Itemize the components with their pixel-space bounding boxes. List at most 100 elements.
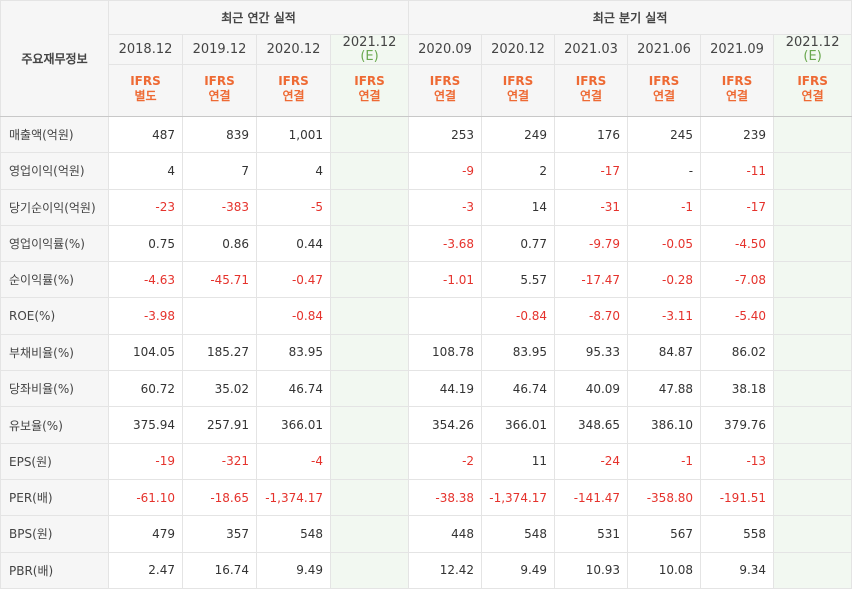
row-label: 당좌비율(%) — [0, 370, 109, 408]
period-header: 2021.09 — [700, 34, 775, 65]
value-cell: -191.51 — [700, 478, 775, 517]
value-cell: -17 — [700, 188, 775, 226]
value-cell: 47.88 — [627, 370, 702, 408]
estimate-value-cell — [329, 406, 410, 444]
value-cell: -24 — [554, 442, 629, 480]
table-row: BPS(원) 479 357 548 448 548 531 567 558 — [0, 515, 852, 553]
estimate-mark: (E) — [803, 48, 822, 64]
value-cell: -1.01 — [408, 261, 483, 299]
standard-name: IFRS — [502, 74, 534, 88]
value-cell: 11 — [481, 442, 556, 480]
estimate-value-cell — [773, 224, 852, 263]
row-label: 영업이익(억원) — [0, 152, 109, 190]
estimate-value-cell — [773, 261, 852, 299]
estimate-value-cell — [773, 515, 852, 553]
value-cell: 567 — [627, 515, 702, 553]
value-cell: 375.94 — [108, 406, 183, 444]
standard-name: IFRS — [429, 74, 461, 88]
period-header: 2020.09 — [408, 34, 483, 65]
period-header: 2018.12 — [108, 34, 183, 65]
standard-name: IFRS — [648, 74, 680, 88]
accounting-standard-cell: IFRS 연결 — [256, 64, 331, 117]
value-cell: 16.74 — [182, 551, 257, 589]
value-cell: 84.87 — [627, 333, 702, 372]
value-cell: 357 — [182, 515, 257, 553]
value-cell: 2 — [481, 152, 556, 190]
table-row: 영업이익(억원) 4 7 4 -9 2 -17- -11 — [0, 152, 852, 190]
standard-name: IFRS — [204, 74, 235, 88]
value-cell: 354.26 — [408, 406, 483, 444]
value-cell: 44.19 — [408, 370, 483, 408]
value-cell: 9.49 — [256, 551, 331, 589]
value-cell: -3.98 — [108, 297, 183, 335]
estimate-value-cell — [773, 551, 852, 589]
value-cell: 4 — [108, 152, 183, 190]
value-cell: 10.08 — [627, 551, 702, 589]
value-cell: - — [627, 152, 702, 190]
value-cell: 386.10 — [627, 406, 702, 444]
value-cell: -1 — [627, 188, 702, 226]
estimate-mark: (E) — [360, 48, 379, 64]
accounting-standard-cell: IFRS 연결 — [182, 64, 257, 117]
estimate-value-cell — [329, 297, 410, 335]
value-cell: 839 — [182, 115, 257, 154]
value-cell: -4 — [256, 442, 331, 480]
estimate-value-cell — [329, 261, 410, 299]
row-label: BPS(원) — [0, 515, 109, 553]
consolidation-type: 연결 — [358, 89, 381, 103]
table-row: 영업이익률(%) 0.75 0.86 0.44 -3.68 0.77 -9.79 -0.05-… — [0, 224, 852, 263]
value-cell: -5.40 — [700, 297, 775, 335]
estimate-value-cell — [773, 333, 852, 372]
estimate-value-cell — [329, 442, 410, 480]
value-cell: 5.57 — [481, 261, 556, 299]
consolidation-type: 연결 — [208, 89, 231, 103]
table-row: 유보율(%) 375.94 257.91 366.01 354.26 366.01 348.… — [0, 406, 852, 444]
value-cell: -9 — [408, 152, 483, 190]
estimate-value-cell — [773, 370, 852, 408]
row-label: 유보율(%) — [0, 406, 109, 444]
standard-name: IFRS — [130, 74, 161, 88]
value-cell: 1,001 — [256, 115, 331, 154]
value-cell: -383 — [182, 188, 257, 226]
value-cell: 176 — [554, 115, 629, 154]
value-cell: 83.95 — [481, 333, 556, 372]
quarterly-group-title: 최근 분기 실적 — [408, 0, 852, 35]
consolidation-type: 연결 — [434, 89, 457, 103]
value-cell: -38.38 — [408, 478, 483, 517]
accounting-standard-cell: IFRS 연결 — [329, 64, 410, 117]
value-cell: -0.05 — [627, 224, 702, 263]
value-cell: -4.63 — [108, 261, 183, 299]
value-cell: 9.34 — [700, 551, 775, 589]
row-label: 부채비율(%) — [0, 333, 109, 372]
period-header: 2020.12 — [481, 34, 556, 65]
row-label: PER(배) — [0, 478, 109, 517]
value-cell: 86.02 — [700, 333, 775, 372]
value-cell: -141.47 — [554, 478, 629, 517]
value-cell: -61.10 — [108, 478, 183, 517]
value-cell: 104.05 — [108, 333, 183, 372]
estimate-period-header: 2021.12 (E) — [773, 34, 852, 65]
value-cell: 46.74 — [481, 370, 556, 408]
value-cell: 38.18 — [700, 370, 775, 408]
value-cell — [408, 297, 483, 335]
estimate-value-cell — [329, 333, 410, 372]
value-cell: -4.50 — [700, 224, 775, 263]
value-cell: 60.72 — [108, 370, 183, 408]
row-label: 매출액(억원) — [0, 115, 109, 154]
value-cell: -31 — [554, 188, 629, 226]
value-cell: -1 — [627, 442, 702, 480]
consolidation-type: 연결 — [507, 89, 530, 103]
value-cell: -2 — [408, 442, 483, 480]
value-cell: 108.78 — [408, 333, 483, 372]
value-cell: 12.42 — [408, 551, 483, 589]
estimate-period: 2021.12 — [342, 34, 397, 50]
value-cell: 95.33 — [554, 333, 629, 372]
consolidation-type: 연결 — [653, 89, 676, 103]
group-header-row: 주요재무정보 최근 연간 실적 최근 분기 실적 — [0, 0, 852, 117]
table-row: 당좌비율(%) 60.72 35.02 46.74 44.19 46.74 40.09 47.… — [0, 370, 852, 408]
value-cell: 83.95 — [256, 333, 331, 372]
period-header-row: 2018.12 2019.12 2020.12 2021.12 (E) 2020… — [1, 34, 852, 65]
value-cell: -0.28 — [627, 261, 702, 299]
table-row: PER(배) -61.10 -18.65 -1,374.17 -38.38 -1,374.… — [0, 478, 852, 517]
row-header-title: 주요재무정보 — [0, 0, 109, 117]
